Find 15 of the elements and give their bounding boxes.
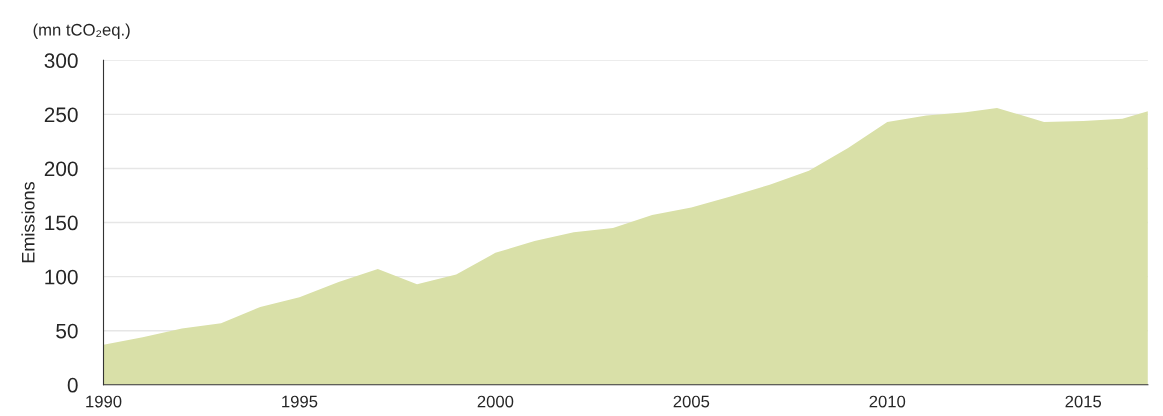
x-tick-label: 2015 — [1065, 395, 1102, 408]
text: (mn tCO₂eq.) — [33, 23, 130, 39]
x-tick-label: 1995 — [282, 395, 318, 408]
x-tick-label: 2010 — [869, 395, 906, 408]
y-tick-label: 150 — [45, 215, 78, 231]
y-tick-label: 250 — [44, 107, 78, 123]
x-tick-label: 2005 — [673, 395, 710, 408]
x-tick-label: 2000 — [477, 395, 514, 408]
y-tick-label: 300 — [44, 53, 78, 69]
y-tick-label: 0 — [67, 377, 78, 393]
y-axis-title: Emissions — [21, 182, 35, 263]
y-tick-label: 100 — [45, 269, 78, 285]
y-tick-label: 50 — [56, 323, 78, 339]
x-tick-label: 1990 — [86, 395, 122, 408]
y-tick-label: 200 — [44, 161, 78, 177]
